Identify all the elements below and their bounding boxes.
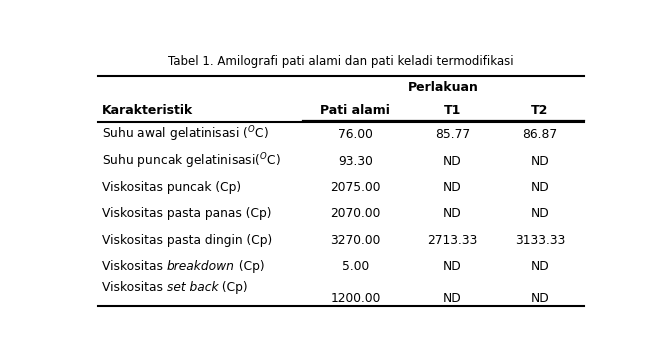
Text: ND: ND: [531, 292, 549, 305]
Text: ND: ND: [531, 181, 549, 194]
Text: Suhu puncak gelatinisasi($^{O}$C): Suhu puncak gelatinisasi($^{O}$C): [102, 151, 281, 171]
Text: Karakteristik: Karakteristik: [102, 104, 193, 117]
Text: Pati alami: Pati alami: [321, 104, 390, 117]
Text: 93.30: 93.30: [338, 155, 373, 168]
Text: set back: set back: [167, 281, 218, 294]
Text: ND: ND: [531, 260, 549, 273]
Text: 2713.33: 2713.33: [428, 234, 478, 247]
Text: Viskositas pasta dingin (Cp): Viskositas pasta dingin (Cp): [102, 234, 272, 247]
Text: Suhu awal gelatinisasi ($^{O}$C): Suhu awal gelatinisasi ($^{O}$C): [102, 125, 269, 145]
Text: 85.77: 85.77: [435, 128, 470, 141]
Text: ND: ND: [444, 181, 462, 194]
Text: 76.00: 76.00: [338, 128, 373, 141]
Text: T1: T1: [444, 104, 461, 117]
Text: Viskositas: Viskositas: [102, 260, 167, 273]
Text: ND: ND: [531, 207, 549, 220]
Text: ND: ND: [444, 292, 462, 305]
Text: (Cp): (Cp): [218, 281, 248, 294]
Text: 3133.33: 3133.33: [515, 234, 565, 247]
Text: ND: ND: [444, 207, 462, 220]
Text: 86.87: 86.87: [523, 128, 558, 141]
Text: Tabel 1. Amilografi pati alami dan pati keladi termodifikasi: Tabel 1. Amilografi pati alami dan pati …: [168, 55, 513, 68]
Text: ND: ND: [444, 155, 462, 168]
Text: Viskositas puncak (Cp): Viskositas puncak (Cp): [102, 181, 241, 194]
Text: Perlakuan: Perlakuan: [407, 80, 478, 94]
Text: 2070.00: 2070.00: [330, 207, 381, 220]
Text: T2: T2: [531, 104, 548, 117]
Text: Viskositas pasta panas (Cp): Viskositas pasta panas (Cp): [102, 207, 271, 220]
Text: 5.00: 5.00: [342, 260, 369, 273]
Text: 2075.00: 2075.00: [330, 181, 381, 194]
Text: 1200.00: 1200.00: [330, 292, 381, 305]
Text: 3270.00: 3270.00: [330, 234, 381, 247]
Text: Viskositas: Viskositas: [102, 281, 167, 294]
Text: ND: ND: [531, 155, 549, 168]
Text: (Cp): (Cp): [235, 260, 264, 273]
Text: ND: ND: [444, 260, 462, 273]
Text: breakdown: breakdown: [167, 260, 235, 273]
